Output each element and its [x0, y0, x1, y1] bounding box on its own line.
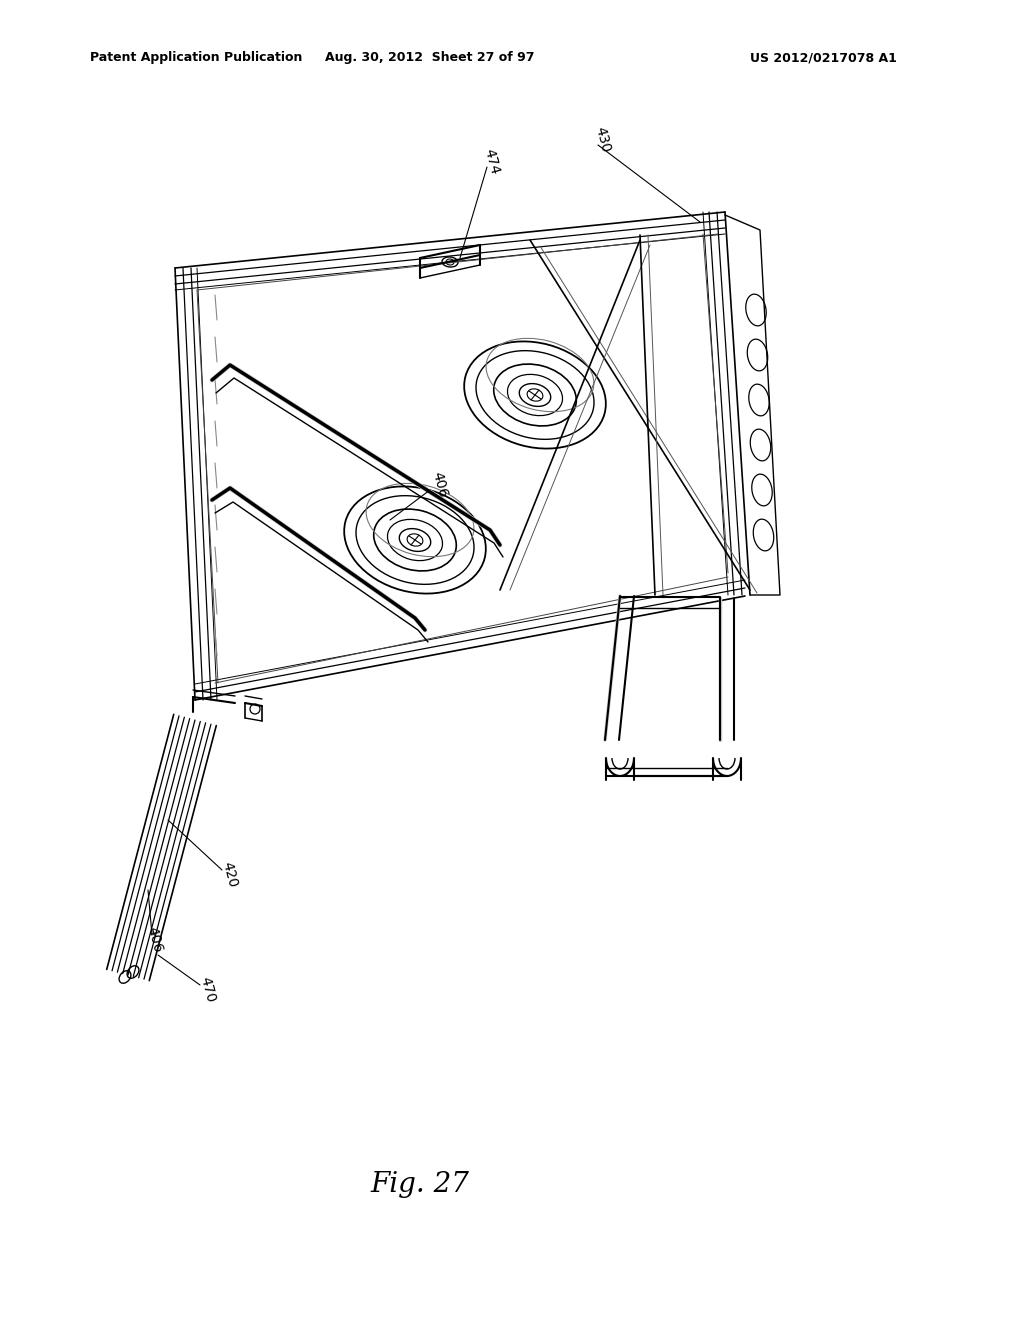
- Text: Aug. 30, 2012  Sheet 27 of 97: Aug. 30, 2012 Sheet 27 of 97: [326, 51, 535, 65]
- Text: Fig. 27: Fig. 27: [371, 1172, 469, 1199]
- Text: 420: 420: [220, 861, 241, 890]
- Text: 430: 430: [593, 125, 613, 154]
- Text: 470: 470: [198, 975, 218, 1005]
- Text: 406: 406: [430, 470, 451, 499]
- Text: Patent Application Publication: Patent Application Publication: [90, 51, 302, 65]
- Text: 406: 406: [144, 925, 165, 954]
- Text: US 2012/0217078 A1: US 2012/0217078 A1: [750, 51, 897, 65]
- Text: 474: 474: [482, 148, 502, 177]
